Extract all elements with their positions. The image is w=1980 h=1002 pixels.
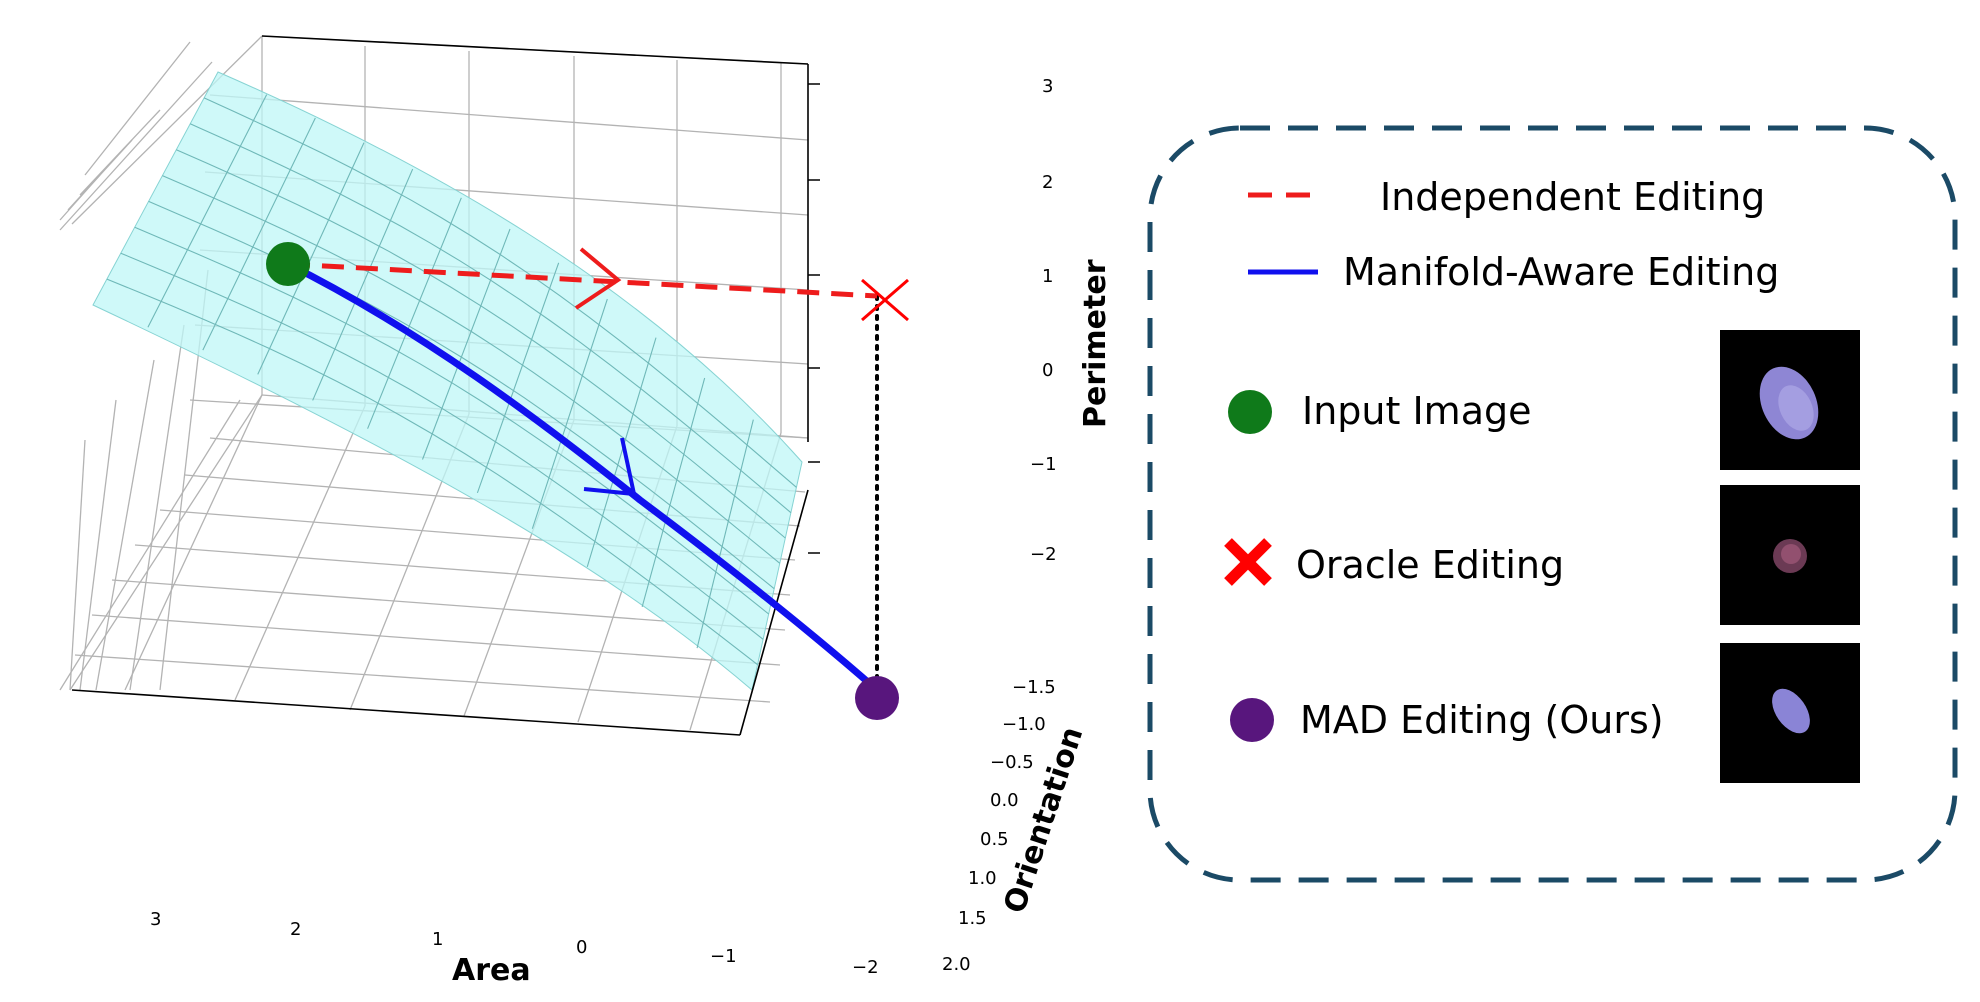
perimeter-tick-label: 0: [1042, 360, 1053, 381]
oracle-image-thumbnail: [1720, 485, 1860, 625]
surface-grid-line: [696, 419, 754, 649]
perimeter-tick-label: −2: [1030, 544, 1057, 565]
orientation-tick-label: −1.5: [1012, 677, 1056, 698]
surface-grid-line: [476, 262, 560, 494]
legend-frame: [1147, 125, 1958, 883]
orientation-tick-label: 1.0: [968, 868, 997, 889]
surface-grid-line: [147, 94, 268, 328]
oracle-editing-marker-icon: [1224, 538, 1272, 586]
legend: Independent Editing Manifold-Aware Editi…: [1147, 125, 1958, 883]
mad-editing-marker: [1230, 698, 1274, 742]
manifold-surface-fill: [92, 71, 803, 691]
surface-grid-line: [421, 228, 511, 460]
input-image-thumbnail: [1720, 330, 1860, 470]
input-image-label: Input Image: [1302, 389, 1531, 433]
area-tick-label: 1: [432, 929, 443, 950]
orientation-tick-label: −0.5: [990, 752, 1034, 773]
mad-editing-point: [855, 676, 899, 720]
surface-grid-line: [257, 142, 365, 375]
mad-image-thumbnail: [1720, 643, 1860, 783]
area-ticks: 3 2 1 0 −1 −2: [150, 909, 879, 978]
independent-editing-arrow-icon: [574, 247, 622, 310]
surface-grid-line: [148, 200, 775, 590]
orientation-tick-label: 1.5: [958, 908, 987, 929]
manifold-aware-editing-label: Manifold-Aware Editing: [1343, 250, 1779, 294]
manifold-surface-grid: [106, 94, 797, 666]
input-image-point: [266, 242, 310, 286]
input-image-marker: [1228, 390, 1272, 434]
surface-grid-line: [162, 175, 781, 564]
oracle-editing-point: [861, 278, 909, 322]
surface-grid-line: [531, 298, 608, 529]
surface-grid-line: [641, 377, 706, 607]
independent-editing-label: Independent Editing: [1380, 175, 1765, 219]
surface-grid-line: [586, 337, 657, 568]
area-tick-label: −1: [710, 946, 737, 967]
orientation-tick-label: −1.0: [1002, 714, 1046, 735]
perimeter-tick-label: 3: [1042, 76, 1053, 97]
area-tick-label: 0: [576, 937, 587, 958]
manifold-surface: [92, 71, 803, 691]
surface-grid-line: [312, 168, 414, 401]
axis-lines: [71, 35, 809, 736]
surface-grid-line: [106, 278, 758, 666]
manifold-aware-editing-arrow-icon: [583, 437, 637, 497]
surface-grid-line: [189, 123, 792, 514]
surface-grid-line: [367, 197, 462, 429]
surface-grid-line: [202, 117, 316, 351]
area-tick-label: 3: [150, 909, 161, 930]
oracle-editing-label: Oracle Editing: [1296, 543, 1564, 587]
surface-grid-line: [176, 149, 786, 539]
orientation-tick-label: 0.5: [980, 829, 1009, 850]
orientation-ticks: −1.5 −1.0 −0.5 0.0 0.5 1.0 1.5 2.0: [942, 677, 1056, 975]
surface-grid-line: [203, 97, 797, 488]
surface-grid-line: [134, 226, 770, 615]
area-axis-label: Area: [452, 953, 531, 988]
perimeter-tick-label: −1: [1030, 454, 1057, 475]
perimeter-tick-label: 2: [1042, 172, 1053, 193]
orientation-tick-label: 2.0: [942, 954, 971, 975]
surface-grid-line: [120, 252, 764, 640]
mad-editing-label: MAD Editing (Ours): [1300, 698, 1664, 742]
orientation-tick-label: 0.0: [990, 790, 1019, 811]
manifold-aware-editing-path: [286, 260, 880, 693]
perimeter-axis-label: Perimeter: [1078, 259, 1113, 428]
area-tick-label: −2: [852, 957, 879, 978]
independent-editing-path: [287, 247, 878, 310]
perimeter-tick-label: 1: [1042, 266, 1053, 287]
perimeter-ticks: 3 2 1 0 −1 −2: [808, 76, 1057, 565]
area-tick-label: 2: [290, 919, 301, 940]
